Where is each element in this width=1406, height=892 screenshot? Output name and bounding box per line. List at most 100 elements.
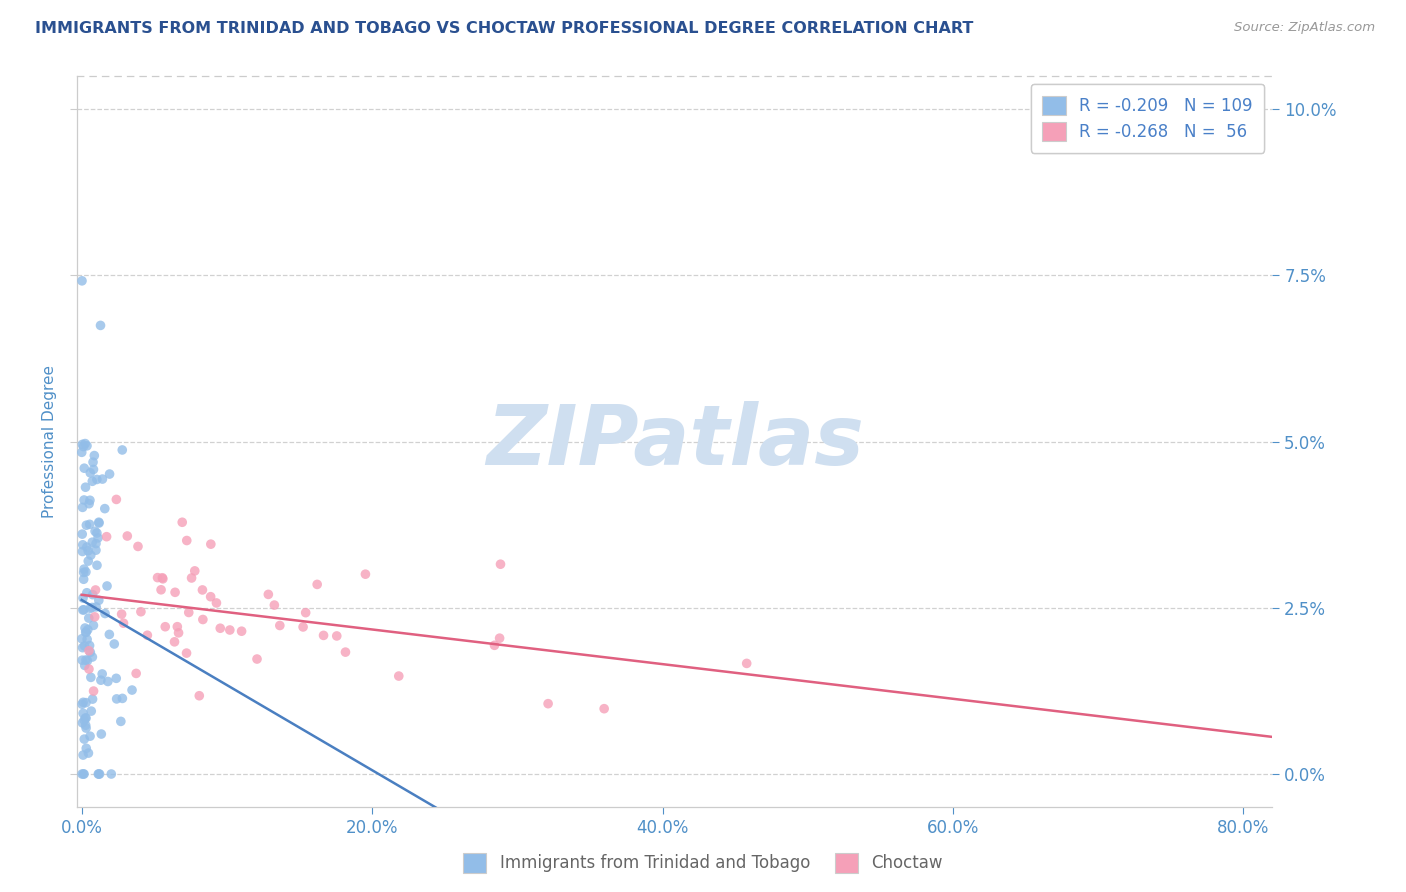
Point [105, 671, 128, 685]
Point [86, 526, 108, 541]
Point [82, 455, 104, 469]
Point [72, 640, 94, 655]
Point [73, 732, 96, 747]
Point [152, 572, 174, 586]
Point [136, 628, 159, 642]
Point [75, 711, 97, 725]
Point [73, 603, 96, 617]
Point [72, 440, 94, 454]
Point [75, 741, 97, 756]
Point [110, 714, 132, 729]
Point [354, 567, 377, 582]
Point [77, 644, 100, 658]
Point [388, 669, 411, 683]
Point [82, 600, 104, 615]
Point [89, 318, 111, 333]
Point [77, 662, 100, 676]
Point [146, 571, 169, 585]
Point [86, 558, 108, 573]
Text: ZIPatlas: ZIPatlas [486, 401, 863, 482]
Point [307, 577, 329, 591]
Point [79, 493, 101, 508]
Point [82, 475, 104, 489]
Point [84, 524, 107, 539]
Point [188, 689, 211, 703]
Legend: Immigrants from Trinidad and Tobago, Choctaw: Immigrants from Trinidad and Tobago, Cho… [456, 847, 950, 880]
Point [269, 618, 291, 632]
Point [72, 695, 94, 709]
Point [70, 445, 93, 459]
Point [111, 442, 134, 457]
Point [103, 637, 125, 651]
Point [489, 558, 512, 572]
Point [484, 638, 506, 652]
Point [70, 527, 93, 541]
Point [292, 620, 315, 634]
Point [75, 480, 97, 494]
Point [72, 706, 94, 721]
Point [172, 515, 194, 529]
Point [257, 587, 280, 601]
Point [72, 437, 94, 451]
Point [75, 721, 97, 735]
Point [231, 624, 253, 639]
Point [84, 543, 107, 558]
Point [72, 767, 94, 781]
Text: Source: ZipAtlas.com: Source: ZipAtlas.com [1234, 21, 1375, 34]
Point [79, 517, 101, 532]
Point [72, 566, 94, 580]
Point [73, 461, 96, 475]
Point [72, 544, 94, 558]
Point [125, 666, 148, 681]
Point [76, 623, 98, 637]
Point [75, 518, 97, 533]
Point [537, 697, 560, 711]
Point [176, 646, 198, 660]
Point [79, 729, 101, 743]
Point [84, 599, 107, 614]
Point [77, 746, 100, 760]
Point [91, 472, 114, 486]
Point [79, 645, 101, 659]
Point [177, 606, 200, 620]
Point [167, 625, 190, 640]
Point [735, 657, 758, 671]
Point [79, 601, 101, 615]
Point [77, 497, 100, 511]
Point [75, 718, 97, 732]
Point [82, 535, 104, 549]
Point [163, 635, 186, 649]
Point [73, 658, 96, 673]
Point [96, 530, 118, 544]
Point [83, 684, 105, 698]
Point [87, 531, 110, 545]
Point [70, 767, 93, 781]
Point [72, 715, 94, 730]
Point [87, 593, 110, 607]
Point [94, 501, 117, 516]
Point [129, 605, 152, 619]
Point [75, 625, 97, 640]
Point [77, 543, 100, 558]
Point [84, 582, 107, 597]
Point [73, 562, 96, 576]
Point [191, 582, 214, 597]
Point [75, 711, 97, 725]
Point [80, 670, 103, 684]
Point [76, 654, 98, 668]
Point [75, 653, 97, 667]
Point [150, 571, 173, 585]
Point [488, 631, 510, 645]
Point [89, 767, 111, 781]
Point [70, 632, 93, 646]
Point [98, 627, 121, 641]
Point [155, 620, 177, 634]
Point [294, 606, 316, 620]
Text: IMMIGRANTS FROM TRINIDAD AND TOBAGO VS CHOCTAW PROFESSIONAL DEGREE CORRELATION C: IMMIGRANTS FROM TRINIDAD AND TOBAGO VS C… [35, 21, 973, 36]
Point [246, 652, 269, 666]
Point [87, 767, 110, 781]
Point [200, 590, 222, 604]
Point [72, 747, 94, 762]
Point [200, 537, 222, 551]
Point [165, 585, 187, 599]
